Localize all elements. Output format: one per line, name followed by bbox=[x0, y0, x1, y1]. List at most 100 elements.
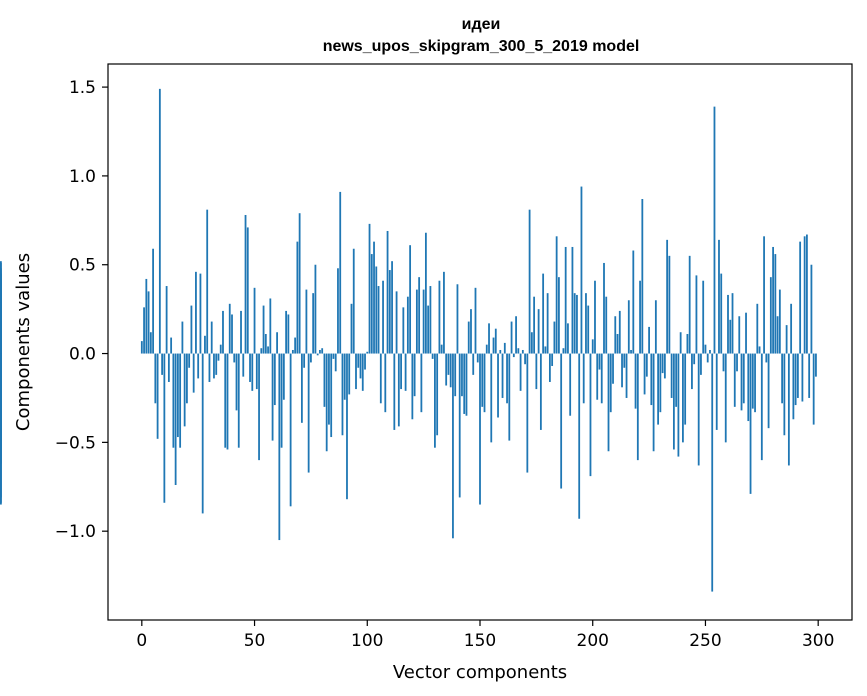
bar bbox=[445, 353, 448, 386]
bar bbox=[152, 248, 154, 354]
bar bbox=[382, 280, 384, 354]
bar bbox=[682, 353, 684, 443]
bar bbox=[749, 353, 752, 494]
bar bbox=[449, 353, 452, 388]
bar bbox=[278, 353, 281, 541]
bar bbox=[195, 271, 197, 354]
bar bbox=[598, 353, 601, 370]
bar bbox=[370, 254, 373, 354]
bar bbox=[578, 353, 581, 519]
bar bbox=[296, 241, 299, 354]
bar bbox=[776, 316, 779, 354]
bar bbox=[156, 353, 159, 439]
bar bbox=[463, 353, 466, 414]
bar bbox=[558, 277, 560, 354]
bar bbox=[373, 241, 375, 354]
bar bbox=[560, 353, 563, 489]
bar bbox=[542, 273, 545, 354]
bar bbox=[528, 209, 531, 354]
bar bbox=[244, 214, 247, 354]
bar bbox=[350, 303, 353, 354]
bar bbox=[733, 353, 736, 407]
bar-series bbox=[0, 88, 817, 592]
bar bbox=[276, 332, 278, 354]
bar bbox=[366, 351, 369, 354]
bar bbox=[172, 353, 175, 448]
bar bbox=[190, 305, 193, 354]
bar bbox=[663, 353, 666, 379]
bar bbox=[722, 353, 725, 372]
bar bbox=[395, 291, 398, 354]
bar bbox=[422, 289, 425, 354]
bar bbox=[334, 353, 337, 372]
bar bbox=[539, 353, 542, 430]
bar bbox=[346, 353, 348, 500]
x-tick-label: 250 bbox=[689, 631, 721, 651]
bar bbox=[490, 353, 493, 443]
x-tick-label: 50 bbox=[244, 631, 266, 651]
bar bbox=[321, 348, 324, 354]
bar bbox=[778, 289, 781, 354]
bar bbox=[643, 353, 646, 395]
bar bbox=[614, 316, 617, 354]
bar bbox=[612, 353, 614, 384]
bar bbox=[294, 337, 297, 354]
x-tick-label: 200 bbox=[577, 631, 609, 651]
bar bbox=[754, 353, 756, 413]
bar bbox=[303, 353, 306, 368]
bar bbox=[298, 213, 301, 354]
bar bbox=[154, 353, 157, 404]
bar bbox=[427, 305, 430, 354]
x-axis-label: Vector components bbox=[393, 662, 567, 683]
bar bbox=[497, 353, 499, 418]
bar bbox=[404, 353, 407, 391]
bar bbox=[747, 353, 750, 422]
bar bbox=[499, 349, 502, 354]
bar bbox=[246, 227, 249, 354]
bar bbox=[436, 353, 439, 436]
y-tick-label: 0.0 bbox=[69, 345, 96, 365]
bar bbox=[483, 353, 486, 413]
bar bbox=[524, 353, 526, 365]
bar bbox=[806, 234, 808, 354]
bar bbox=[461, 353, 463, 397]
bar bbox=[706, 353, 709, 363]
bar bbox=[693, 353, 696, 365]
bar bbox=[397, 353, 400, 427]
bar bbox=[217, 353, 220, 361]
bar bbox=[724, 353, 727, 443]
bar bbox=[242, 353, 245, 377]
bar bbox=[391, 261, 393, 354]
bar bbox=[330, 353, 333, 438]
bar bbox=[467, 321, 470, 354]
bar bbox=[170, 337, 173, 354]
bar bbox=[709, 349, 711, 354]
bar bbox=[359, 353, 362, 379]
bar bbox=[364, 353, 366, 370]
chart-title: идеи bbox=[462, 16, 501, 33]
bar bbox=[145, 278, 148, 354]
bar bbox=[535, 353, 538, 390]
bar bbox=[470, 309, 472, 354]
bar bbox=[742, 353, 745, 404]
bar bbox=[199, 273, 202, 354]
bar bbox=[0, 353, 2, 464]
bar bbox=[769, 277, 772, 354]
bar bbox=[501, 353, 504, 398]
bar bbox=[713, 106, 716, 354]
bar bbox=[393, 353, 396, 430]
bar bbox=[255, 353, 258, 390]
bar bbox=[774, 254, 777, 354]
y-tick-label: −0.5 bbox=[55, 433, 96, 453]
bar bbox=[235, 353, 238, 411]
bar bbox=[454, 353, 457, 397]
bar bbox=[738, 316, 741, 354]
bar bbox=[388, 270, 391, 354]
bar bbox=[794, 353, 797, 406]
bar bbox=[758, 346, 761, 354]
bar bbox=[718, 239, 720, 354]
bar bbox=[666, 239, 669, 354]
bar bbox=[571, 246, 574, 354]
bar bbox=[181, 321, 184, 354]
